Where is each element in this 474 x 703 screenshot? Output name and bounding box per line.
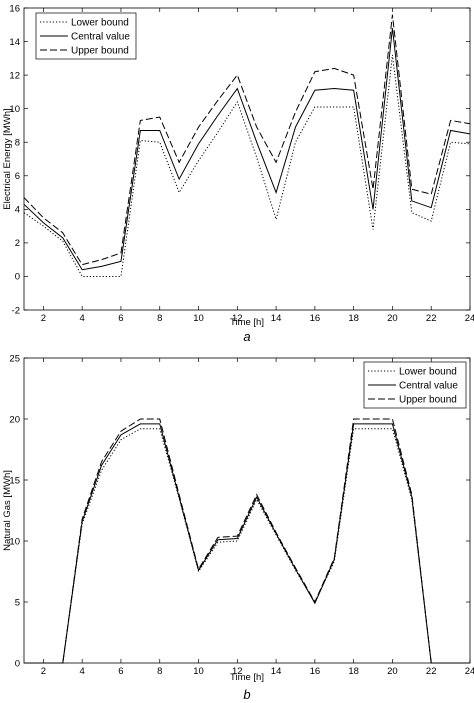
x-tick-label: 14 xyxy=(271,313,282,324)
y-tick-label: 6 xyxy=(15,171,20,182)
x-tick-label: 24 xyxy=(465,313,474,324)
x-tick-label: 20 xyxy=(387,313,398,324)
x-axis-label: Time [h] xyxy=(230,317,264,328)
y-tick-label: 25 xyxy=(9,353,20,364)
y-tick-label: 0 xyxy=(15,272,20,283)
y-axis-label: Electrical Energy [MWh] xyxy=(2,108,13,209)
chart-panel-a: 2 4 6 8 10 12 14 16 18 20 22 24-20246810121416Time … xyxy=(2,3,474,344)
y-tick-label: 5 xyxy=(15,597,20,608)
y-tick-label: 10 xyxy=(9,104,20,115)
x-tick-label: 14 xyxy=(271,666,282,677)
series-line-central-value xyxy=(24,423,470,664)
x-tick-label: 8 xyxy=(157,666,162,677)
y-tick-label: 0 xyxy=(15,658,20,669)
panel-label: b xyxy=(243,687,250,702)
series-line-central-value xyxy=(23,28,471,271)
legend-label: Lower bound xyxy=(71,18,129,29)
y-tick-label: 2 xyxy=(15,238,20,249)
y-tick-label: 12 xyxy=(9,70,20,81)
x-tick-label: 16 xyxy=(310,313,321,324)
series-line-upper-bound xyxy=(23,14,471,266)
x-tick-label: 6 xyxy=(118,313,123,324)
legend-label: Central value xyxy=(399,381,458,392)
x-tick-label: 22 xyxy=(426,666,437,677)
x-tick-label: 22 xyxy=(426,313,437,324)
legend-label: Upper bound xyxy=(71,46,129,57)
panel-label: a xyxy=(243,329,250,344)
y-tick-label: 14 xyxy=(9,37,20,48)
x-tick-label: 6 xyxy=(118,666,123,677)
y-axis-label: Natural Gas [MWh] xyxy=(2,470,13,551)
plot-area-frame xyxy=(23,357,471,664)
x-tick-label: 16 xyxy=(310,666,321,677)
x-tick-label: 4 xyxy=(80,313,85,324)
legend: Lower bound Central value Upper bound xyxy=(35,12,137,60)
x-tick-label: 2 xyxy=(41,313,46,324)
legend-label: Central value xyxy=(71,32,130,43)
x-axis-label: Time [h] xyxy=(230,672,264,683)
series-line-lower-bound xyxy=(23,54,471,277)
legend-label: Upper bound xyxy=(399,395,457,406)
y-tick-label: -2 xyxy=(12,305,20,316)
x-tick-label: 4 xyxy=(80,666,85,677)
x-tick-label: 8 xyxy=(157,313,162,324)
y-tick-label: 15 xyxy=(9,475,20,486)
y-tick-label: 20 xyxy=(9,414,20,425)
legend: Lower bound Central value Upper bound xyxy=(363,361,467,409)
x-tick-label: 20 xyxy=(387,666,398,677)
y-tick-label: 8 xyxy=(15,138,20,149)
x-tick-label: 10 xyxy=(193,666,204,677)
legend-label: Lower bound xyxy=(399,367,457,378)
x-tick-label: 12 xyxy=(232,666,243,677)
x-tick-label: 12 xyxy=(232,313,243,324)
x-tick-label: 10 xyxy=(193,313,204,324)
y-tick-label: 16 xyxy=(9,3,20,14)
x-tick-label: 18 xyxy=(348,666,359,677)
x-tick-label: 24 xyxy=(465,666,474,677)
y-tick-label: 4 xyxy=(15,205,20,216)
x-tick-label: 18 xyxy=(348,313,359,324)
series-line-upper-bound xyxy=(24,418,470,664)
y-tick-label: 10 xyxy=(9,536,20,547)
plot-area-frame xyxy=(23,7,471,311)
x-tick-label: 2 xyxy=(41,666,46,677)
